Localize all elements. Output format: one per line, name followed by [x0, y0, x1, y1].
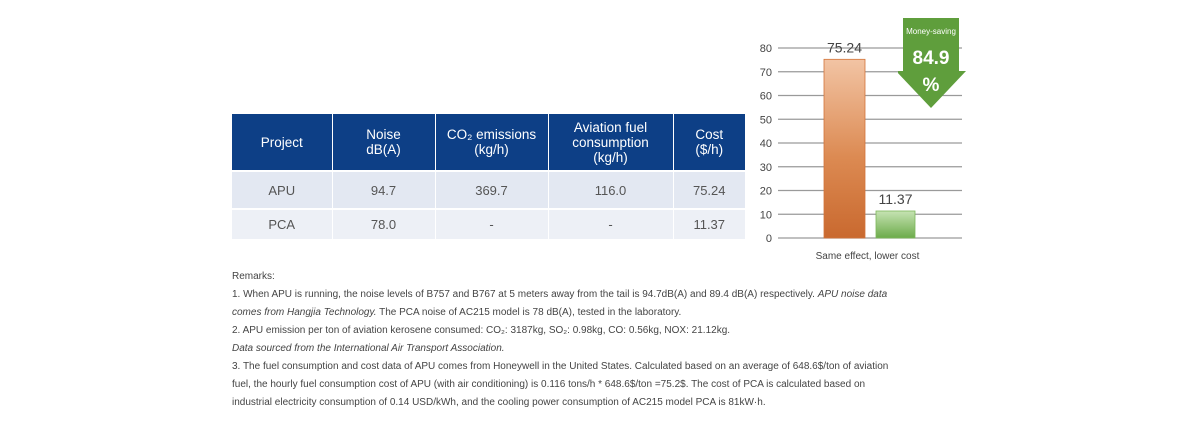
comparison-table: Project Noise dB(A) CO₂ emissions (kg/h) A… [232, 114, 745, 239]
y-tick-label: 80 [760, 43, 772, 55]
table-row: APU 94.7 369.7 116.0 75.24 [232, 170, 745, 209]
remark-2-source: Data sourced from the International Air … [232, 343, 505, 354]
money-saving-badge: Money-saving 84.9 % [898, 18, 968, 108]
y-tick-label: 60 [760, 91, 772, 103]
table-header-row: Project Noise dB(A) CO₂ emissions (kg/h) A… [232, 114, 745, 171]
bar-pca [875, 210, 916, 239]
remark-1: 1. When APU is running, the noise levels… [232, 289, 888, 318]
remarks-title: Remarks: [232, 271, 275, 282]
cost-bar-chart: 0 10 20 30 40 50 60 70 80 75.24 11.37 [750, 15, 970, 275]
header-noise: Noise dB(A) [332, 114, 436, 171]
cell-co2: - [435, 208, 549, 239]
badge-value: 84.9 [912, 48, 950, 69]
y-tick-label: 30 [760, 162, 772, 174]
cell-cost: 11.37 [673, 208, 745, 239]
header-co2: CO₂ emissions (kg/h) [435, 114, 549, 171]
y-tick-label: 20 [760, 186, 772, 198]
y-tick-label: 70 [760, 67, 772, 79]
header-cost: Cost ($/h) [673, 114, 745, 171]
remarks: Remarks: 1. When APU is running, the noi… [232, 268, 892, 412]
y-tick-label: 10 [760, 209, 772, 221]
badge-unit: % [922, 75, 940, 96]
badge-label: Money-saving [906, 27, 956, 36]
remark-3: 3. The fuel consumption and cost data of… [232, 361, 889, 408]
y-tick-label: 40 [760, 138, 772, 150]
cell-cost: 75.24 [673, 170, 745, 209]
y-tick-label: 0 [766, 233, 772, 245]
table-row: PCA 78.0 - - 11.37 [232, 208, 745, 239]
data-label: 75.24 [827, 39, 862, 55]
cell-project: APU [232, 170, 333, 209]
chart-caption: Same effect, lower cost [815, 251, 920, 262]
cell-co2: 369.7 [435, 170, 549, 209]
cell-noise: 94.7 [332, 170, 436, 209]
cell-fuel: - [548, 208, 674, 239]
down-arrow-icon [898, 18, 966, 108]
remark-2: 2. APU emission per ton of aviation kero… [232, 325, 731, 336]
y-tick-label: 50 [760, 114, 772, 126]
data-label: 11.37 [879, 191, 913, 207]
cell-fuel: 116.0 [548, 170, 674, 209]
cell-noise: 78.0 [332, 208, 436, 239]
remark-1-source: APU noise data comes from Hangjia Techno… [232, 289, 888, 318]
header-project: Project [232, 114, 333, 171]
header-fuel: Aviation fuel consumption (kg/h) [548, 114, 674, 171]
bar-apu [823, 58, 866, 239]
cell-project: PCA [232, 208, 333, 239]
chart-svg: 0 10 20 30 40 50 60 70 80 75.24 11.37 [760, 39, 962, 245]
